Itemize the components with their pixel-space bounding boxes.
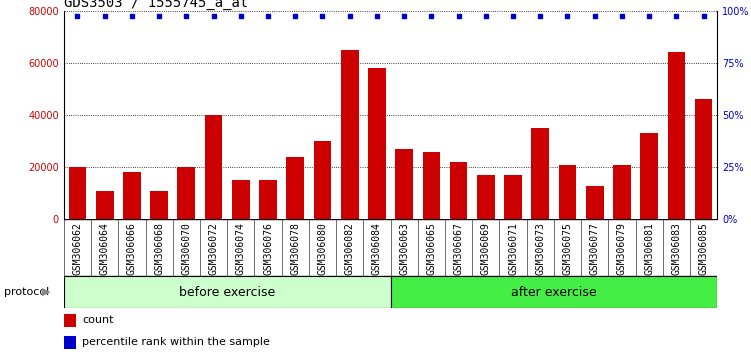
Bar	[668, 52, 685, 219]
Bar	[341, 50, 358, 219]
Bar	[641, 133, 658, 219]
Bar	[96, 191, 113, 219]
Text: before exercise: before exercise	[179, 286, 276, 298]
Bar	[177, 167, 195, 219]
Bar	[64, 276, 391, 308]
Bar	[68, 167, 86, 219]
Text: GSM306077: GSM306077	[590, 222, 600, 275]
Bar	[613, 165, 631, 219]
Text: GSM306081: GSM306081	[644, 222, 654, 275]
Bar	[395, 149, 413, 219]
Bar	[391, 276, 717, 308]
Text: GSM306083: GSM306083	[671, 222, 681, 275]
Bar	[314, 141, 331, 219]
Text: percentile rank within the sample: percentile rank within the sample	[82, 337, 270, 348]
Text: GSM306066: GSM306066	[127, 222, 137, 275]
Bar	[232, 180, 249, 219]
Bar	[123, 172, 140, 219]
Text: GSM306072: GSM306072	[209, 222, 219, 275]
Text: GSM306071: GSM306071	[508, 222, 518, 275]
Bar	[286, 157, 304, 219]
Bar	[205, 115, 222, 219]
Bar	[150, 191, 168, 219]
Bar	[450, 162, 467, 219]
Text: GSM306084: GSM306084	[372, 222, 382, 275]
Text: GSM306082: GSM306082	[345, 222, 354, 275]
Text: GSM306080: GSM306080	[318, 222, 327, 275]
Bar	[532, 128, 549, 219]
Text: GSM306067: GSM306067	[454, 222, 463, 275]
Text: ▶: ▶	[42, 287, 50, 297]
Text: GSM306064: GSM306064	[100, 222, 110, 275]
Text: GSM306076: GSM306076	[263, 222, 273, 275]
Bar	[423, 152, 440, 219]
Bar	[64, 314, 76, 327]
Text: GSM306073: GSM306073	[535, 222, 545, 275]
Bar	[64, 336, 76, 349]
Bar	[695, 99, 713, 219]
Bar	[559, 165, 576, 219]
Text: after exercise: after exercise	[511, 286, 597, 298]
Text: protocol: protocol	[4, 287, 49, 297]
Text: count: count	[82, 315, 113, 325]
Bar	[504, 175, 522, 219]
Text: GSM306068: GSM306068	[154, 222, 164, 275]
Bar	[586, 185, 604, 219]
Text: GSM306075: GSM306075	[562, 222, 572, 275]
Text: GSM306065: GSM306065	[427, 222, 436, 275]
Text: GSM306070: GSM306070	[181, 222, 192, 275]
Text: GSM306085: GSM306085	[698, 222, 709, 275]
Text: GSM306063: GSM306063	[399, 222, 409, 275]
Bar	[368, 68, 386, 219]
Bar	[477, 175, 495, 219]
Bar	[259, 180, 277, 219]
Text: GSM306062: GSM306062	[72, 222, 83, 275]
Text: GSM306069: GSM306069	[481, 222, 491, 275]
Text: GDS3503 / 1555745_a_at: GDS3503 / 1555745_a_at	[64, 0, 248, 10]
Text: GSM306074: GSM306074	[236, 222, 246, 275]
Text: GSM306079: GSM306079	[617, 222, 627, 275]
Text: GSM306078: GSM306078	[290, 222, 300, 275]
